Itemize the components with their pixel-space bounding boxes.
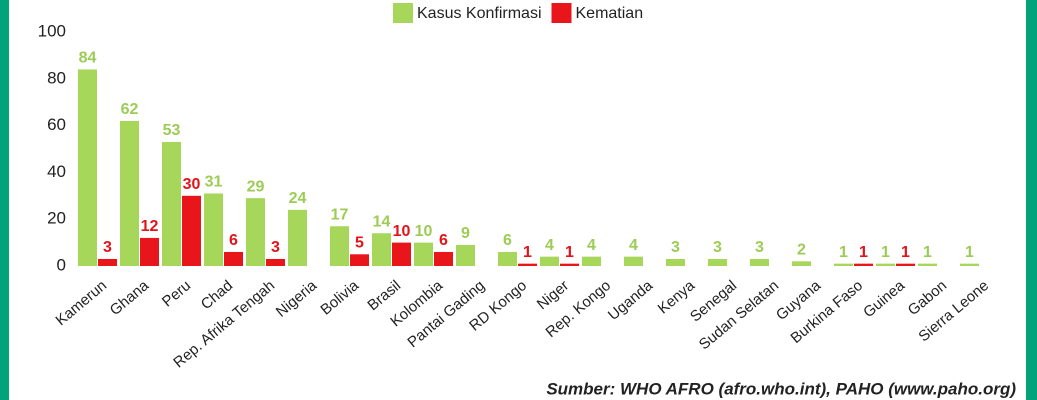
value-label: 3 xyxy=(671,239,680,256)
bar xyxy=(330,226,349,266)
value-label: 3 xyxy=(103,239,112,256)
value-label: 3 xyxy=(713,239,722,256)
source: Sumber: WHO AFRO (afro.who.int), PAHO (w… xyxy=(546,379,1016,398)
value-label: 3 xyxy=(755,239,764,256)
legend-label: Kematian xyxy=(576,5,644,22)
bar xyxy=(750,258,769,266)
y-tick-label: 60 xyxy=(47,115,66,134)
bar xyxy=(854,263,873,266)
value-label: 24 xyxy=(289,190,307,207)
value-label: 12 xyxy=(141,218,159,235)
value-label: 2 xyxy=(797,242,806,259)
bar xyxy=(98,258,117,266)
value-label: 1 xyxy=(859,244,868,261)
value-label: 1 xyxy=(523,244,532,261)
value-label: 84 xyxy=(79,50,97,67)
value-label: 14 xyxy=(373,213,391,230)
legend-swatch xyxy=(393,3,413,23)
value-label: 4 xyxy=(545,237,554,254)
background xyxy=(9,0,1026,400)
value-label: 1 xyxy=(923,244,932,261)
bar xyxy=(288,209,307,266)
y-tick-label: 100 xyxy=(38,21,66,40)
y-tick-label: 20 xyxy=(47,209,66,228)
value-label: 1 xyxy=(565,244,574,261)
bar xyxy=(624,256,643,266)
value-label: 62 xyxy=(121,101,139,118)
bar xyxy=(666,258,685,266)
y-tick-label: 0 xyxy=(57,255,66,274)
value-label: 6 xyxy=(503,232,512,249)
value-label: 1 xyxy=(839,244,848,261)
y-tick-label: 40 xyxy=(47,162,66,181)
bar xyxy=(960,263,979,266)
bar xyxy=(350,254,369,266)
bar xyxy=(414,242,433,266)
value-label: 30 xyxy=(183,176,201,193)
bar xyxy=(162,141,181,266)
value-label: 1 xyxy=(965,244,974,261)
bar xyxy=(518,263,537,266)
value-label: 1 xyxy=(901,244,910,261)
value-label: 53 xyxy=(163,122,181,139)
bar xyxy=(560,263,579,266)
bar xyxy=(498,251,517,266)
value-label: 6 xyxy=(229,232,238,249)
value-label: 1 xyxy=(881,244,890,261)
value-label: 17 xyxy=(331,206,349,223)
bar xyxy=(896,263,915,266)
bar xyxy=(582,256,601,266)
bar xyxy=(792,261,811,266)
value-label: 3 xyxy=(271,239,280,256)
value-label: 5 xyxy=(355,235,364,252)
bar xyxy=(834,263,853,266)
bar xyxy=(708,258,727,266)
legend-swatch xyxy=(551,3,572,23)
bar xyxy=(456,244,475,266)
y-tick-label: 80 xyxy=(47,68,66,87)
bar xyxy=(246,198,265,266)
value-label: 31 xyxy=(205,174,223,191)
bar xyxy=(372,233,391,266)
bar xyxy=(182,195,201,266)
legend-label: Kasus Konfirmasi xyxy=(417,5,542,22)
value-label: 29 xyxy=(247,178,265,195)
value-label: 4 xyxy=(587,237,596,254)
bar xyxy=(224,251,243,266)
value-label: 6 xyxy=(439,232,448,249)
bar xyxy=(266,258,285,266)
bar xyxy=(78,69,97,266)
bar xyxy=(876,263,895,266)
bar xyxy=(918,263,937,266)
bar xyxy=(392,242,411,266)
value-label: 10 xyxy=(393,223,411,240)
bar xyxy=(434,251,453,266)
bar xyxy=(540,256,559,266)
value-label: 9 xyxy=(461,225,470,242)
bar xyxy=(140,237,159,266)
value-label: 10 xyxy=(415,223,433,240)
bar xyxy=(204,193,223,266)
value-label: 4 xyxy=(629,237,638,254)
bar xyxy=(120,120,139,266)
